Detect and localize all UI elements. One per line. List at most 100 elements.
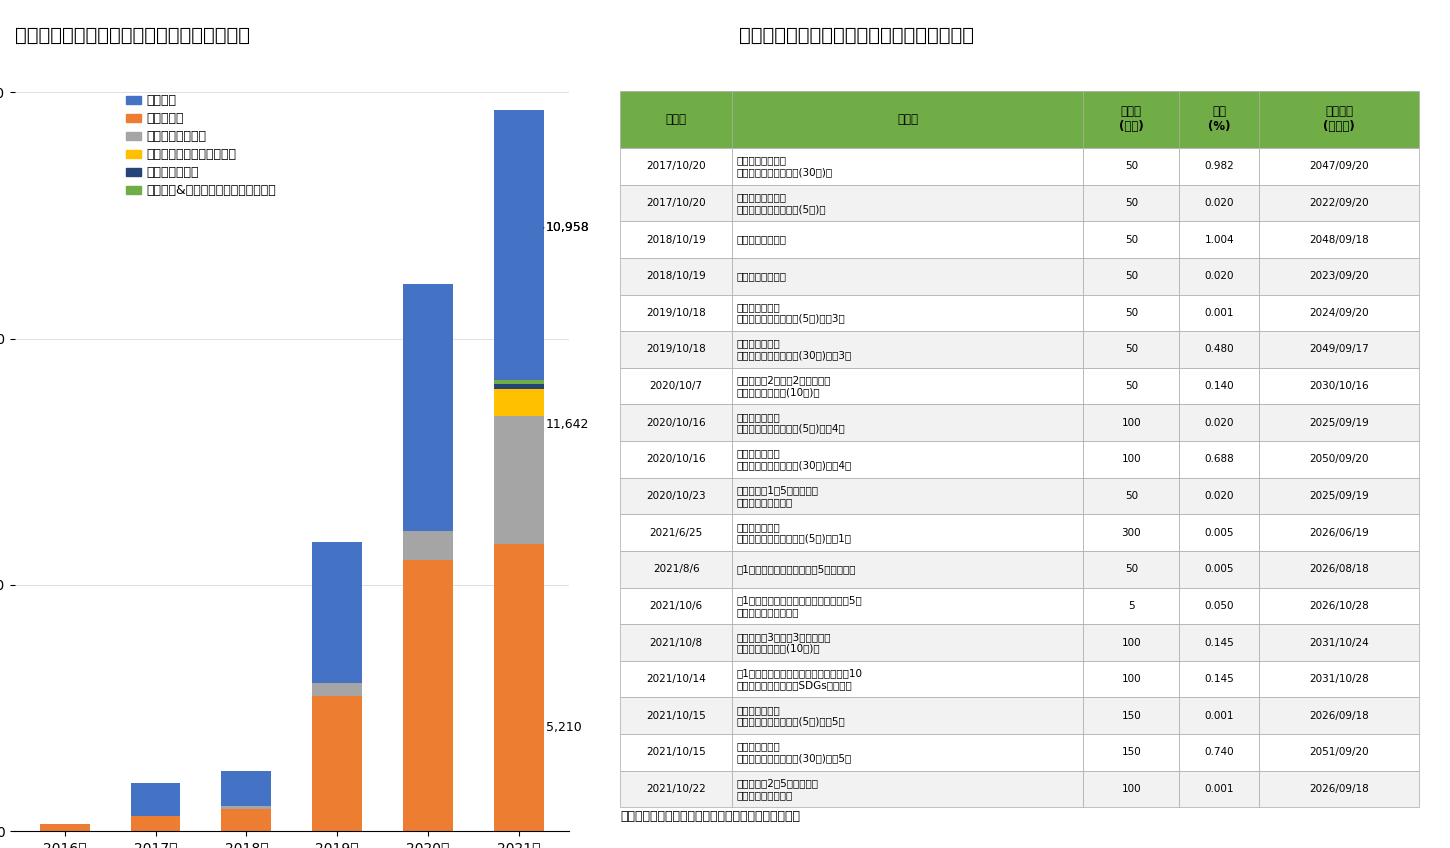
Bar xyxy=(1259,91,1420,148)
Text: 50: 50 xyxy=(1125,564,1138,574)
Bar xyxy=(732,258,1083,294)
Bar xyxy=(1259,294,1420,331)
Text: 0.480: 0.480 xyxy=(1205,344,1234,354)
Bar xyxy=(1179,734,1259,771)
Bar xyxy=(732,368,1083,404)
Text: 2020/10/7: 2020/10/7 xyxy=(650,381,703,391)
Text: 東京都公募公債
（東京グリーンボンド(30年)）第4回: 東京都公募公債 （東京グリーンボンド(30年)）第4回 xyxy=(737,449,851,470)
Text: 0.145: 0.145 xyxy=(1205,638,1234,648)
Text: 0.020: 0.020 xyxy=(1205,418,1234,427)
Text: 2021/8/6: 2021/8/6 xyxy=(652,564,699,574)
Bar xyxy=(494,389,544,416)
Text: 10,958: 10,958 xyxy=(547,221,590,234)
Text: 第1回北九州市サステナビリティボンド5年
公募公債（個人向け）: 第1回北九州市サステナビリティボンド5年 公募公債（個人向け） xyxy=(737,595,863,616)
Bar xyxy=(621,91,732,148)
Text: 2021/6/25: 2021/6/25 xyxy=(650,527,703,538)
Bar xyxy=(1083,588,1179,624)
Bar xyxy=(1259,404,1420,441)
Text: １東京都公募公債
（東京グリーンボンド(5年)）: １東京都公募公債 （東京グリーンボンド(5年)） xyxy=(737,192,826,214)
Text: 2020/10/16: 2020/10/16 xyxy=(647,418,706,427)
Text: 2020/10/23: 2020/10/23 xyxy=(647,491,706,501)
Bar xyxy=(621,404,732,441)
Bar xyxy=(732,477,1083,514)
Text: 東京都公募公債
（東京グリーンボンド(5年)）第3回: 東京都公募公債 （東京グリーンボンド(5年)）第3回 xyxy=(737,302,845,324)
Text: 2021/10/15: 2021/10/15 xyxy=(647,711,706,721)
Bar xyxy=(732,551,1083,588)
Text: 2021/10/14: 2021/10/14 xyxy=(647,674,706,684)
Text: 銘柄名: 銘柄名 xyxy=(898,113,918,126)
Text: 100: 100 xyxy=(1122,418,1141,427)
Bar xyxy=(732,661,1083,697)
Text: 2026/09/18: 2026/09/18 xyxy=(1309,784,1369,794)
Text: 50: 50 xyxy=(1125,344,1138,354)
Bar xyxy=(1259,331,1420,368)
Bar xyxy=(621,185,732,221)
Bar xyxy=(1083,734,1179,771)
Text: 2048/09/18: 2048/09/18 xyxy=(1309,235,1369,244)
Bar xyxy=(222,771,271,806)
Text: 2050/09/20: 2050/09/20 xyxy=(1309,455,1369,465)
Bar xyxy=(621,331,732,368)
Text: 神奈川県第1回5年公募公債
（グリーンボンド）: 神奈川県第1回5年公募公債 （グリーンボンド） xyxy=(737,485,818,507)
Text: 50: 50 xyxy=(1125,308,1138,318)
Text: 神奈川県第2回5年公募公債
（グリーンボンド）: 神奈川県第2回5年公募公債 （グリーンボンド） xyxy=(737,778,818,800)
Bar xyxy=(621,368,732,404)
Bar xyxy=(1259,771,1420,807)
Bar xyxy=(621,514,732,551)
Bar xyxy=(1259,148,1420,185)
Bar xyxy=(1259,221,1420,258)
Bar xyxy=(621,624,732,661)
Text: 東京都公募公債
（東京グリーンボンド(30年)）第5回: 東京都公募公債 （東京グリーンボンド(30年)）第5回 xyxy=(737,742,851,763)
Legend: グリーン, ソーシャル, サステナビリティ, サステナビリティ・リンク, トランジション, グリーン&サステナビリティ・リンク: グリーン, ソーシャル, サステナビリティ, サステナビリティ・リンク, トラン… xyxy=(120,89,281,203)
Bar xyxy=(130,817,180,831)
Text: （出所）　日本証券業協会のデータをもとに筆者作成: （出所） 日本証券業協会のデータをもとに筆者作成 xyxy=(621,811,800,823)
Bar xyxy=(621,551,732,588)
Text: 50: 50 xyxy=(1125,271,1138,282)
Text: 50: 50 xyxy=(1125,198,1138,208)
Bar xyxy=(39,823,90,831)
Bar xyxy=(732,185,1083,221)
Bar xyxy=(403,531,452,561)
Bar xyxy=(621,258,732,294)
Text: 0.001: 0.001 xyxy=(1205,711,1234,721)
Bar xyxy=(1179,624,1259,661)
Bar xyxy=(732,404,1083,441)
Bar xyxy=(1083,221,1179,258)
Text: 2018/10/19: 2018/10/19 xyxy=(647,235,706,244)
Bar xyxy=(732,148,1083,185)
Text: 5,210: 5,210 xyxy=(547,721,581,734)
Text: 150: 150 xyxy=(1121,711,1141,721)
Text: 2018/10/19: 2018/10/19 xyxy=(647,271,706,282)
Bar xyxy=(1179,331,1259,368)
Text: 0.140: 0.140 xyxy=(1205,381,1234,391)
Text: 100: 100 xyxy=(1122,674,1141,684)
Bar xyxy=(403,284,452,531)
Bar xyxy=(1179,661,1259,697)
Text: 100: 100 xyxy=(1122,455,1141,465)
Bar xyxy=(312,683,362,695)
Bar xyxy=(1083,697,1179,734)
Bar xyxy=(494,110,544,380)
Bar xyxy=(1259,588,1420,624)
Bar xyxy=(1179,294,1259,331)
Bar xyxy=(130,783,180,817)
Text: 第1回北九州市サステナビリティボンド10
年公募公債（北九州市SDGs未来債）: 第1回北九州市サステナビリティボンド10 年公募公債（北九州市SDGs未来債） xyxy=(737,668,863,690)
Text: 2019/10/18: 2019/10/18 xyxy=(647,344,706,354)
Text: 2017/10/20: 2017/10/20 xyxy=(647,161,706,171)
Bar xyxy=(621,148,732,185)
Bar xyxy=(621,697,732,734)
Text: 第1回川崎市グリーンボンド5年公募公債: 第1回川崎市グリーンボンド5年公募公債 xyxy=(737,564,856,574)
Bar xyxy=(621,477,732,514)
Bar xyxy=(312,695,362,831)
Bar xyxy=(403,561,452,831)
Text: 300: 300 xyxy=(1122,527,1141,538)
Text: 長野県令和3年度第3回公募公債
（グリーンボンド(10年)）: 長野県令和3年度第3回公募公債 （グリーンボンド(10年)） xyxy=(737,632,831,653)
Bar xyxy=(1179,514,1259,551)
Text: 起債日: 起債日 xyxy=(666,113,687,126)
Bar xyxy=(1179,368,1259,404)
Text: 発行額
(億円): 発行額 (億円) xyxy=(1119,105,1144,133)
Bar xyxy=(732,441,1083,477)
Text: 0.020: 0.020 xyxy=(1205,491,1234,501)
Text: 11,642: 11,642 xyxy=(547,418,590,432)
Bar xyxy=(621,441,732,477)
